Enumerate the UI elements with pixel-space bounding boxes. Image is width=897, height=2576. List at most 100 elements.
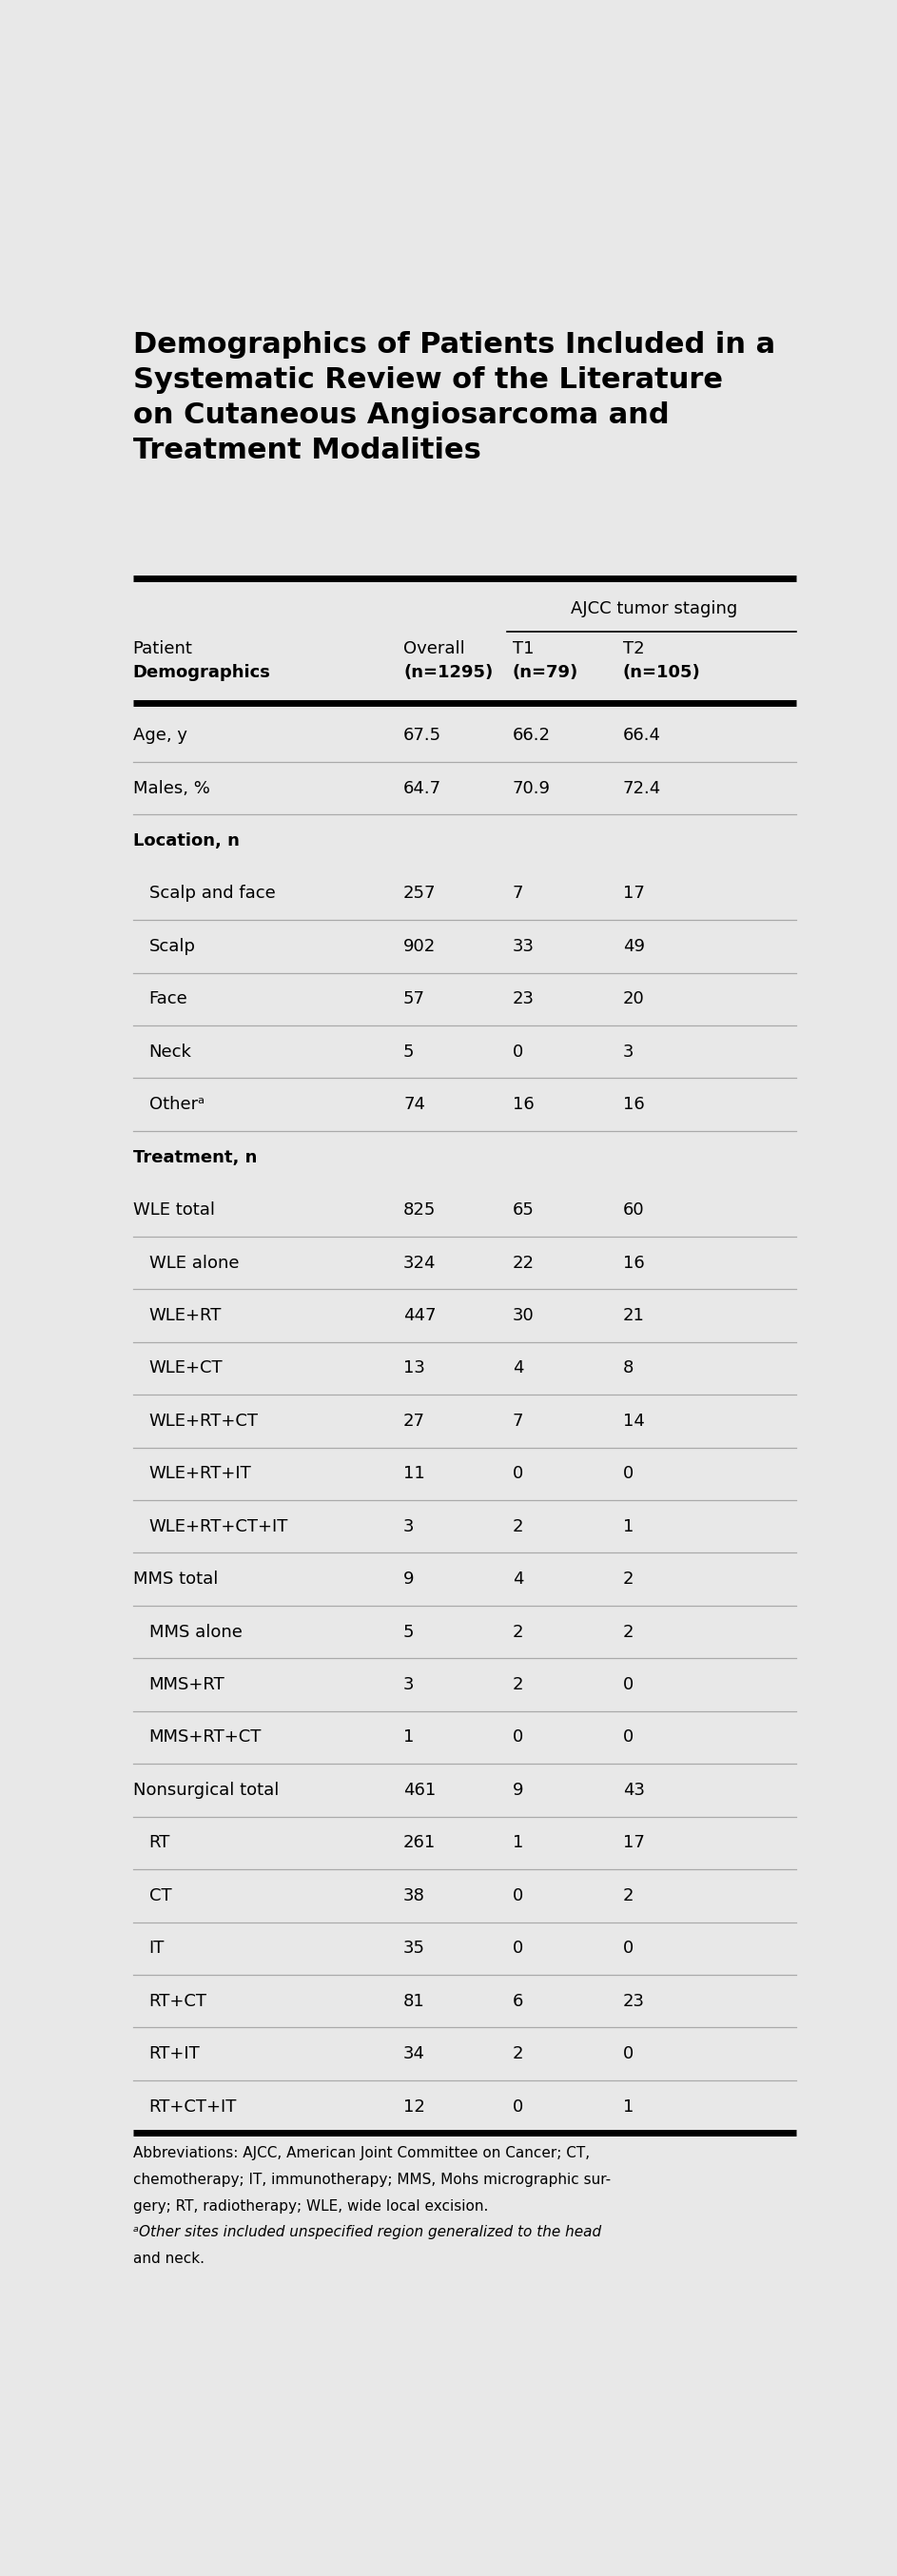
- Text: 0: 0: [512, 2097, 523, 2115]
- Text: 17: 17: [623, 886, 645, 902]
- Text: 0: 0: [512, 1888, 523, 1904]
- Text: 902: 902: [404, 938, 436, 956]
- Text: 1: 1: [404, 1728, 414, 1747]
- Text: 461: 461: [404, 1783, 436, 1798]
- Text: 2: 2: [623, 1571, 634, 1587]
- Text: WLE+RT+CT+IT: WLE+RT+CT+IT: [149, 1517, 288, 1535]
- Text: 16: 16: [623, 1095, 645, 1113]
- Text: 64.7: 64.7: [404, 781, 441, 796]
- Text: WLE total: WLE total: [133, 1200, 214, 1218]
- Text: 17: 17: [623, 1834, 645, 1852]
- Text: 67.5: 67.5: [404, 726, 441, 744]
- Text: 3: 3: [623, 1043, 634, 1061]
- Text: 0: 0: [623, 1466, 633, 1481]
- Text: 261: 261: [404, 1834, 436, 1852]
- Text: 35: 35: [404, 1940, 425, 1958]
- Text: 825: 825: [404, 1200, 436, 1218]
- Text: 2: 2: [512, 2045, 523, 2063]
- Text: AJCC tumor staging: AJCC tumor staging: [571, 600, 737, 618]
- Text: 0: 0: [623, 1940, 633, 1958]
- Text: 324: 324: [404, 1255, 436, 1273]
- Text: 2: 2: [512, 1677, 523, 1692]
- Text: Abbreviations: AJCC, American Joint Committee on Cancer; CT,: Abbreviations: AJCC, American Joint Comm…: [133, 2146, 589, 2161]
- Text: RT+IT: RT+IT: [149, 2045, 200, 2063]
- Text: IT: IT: [149, 1940, 164, 1958]
- Text: 1: 1: [623, 2097, 634, 2115]
- Text: 2: 2: [623, 1623, 634, 1641]
- Text: Scalp and face: Scalp and face: [149, 886, 275, 902]
- Text: CT: CT: [149, 1888, 171, 1904]
- Text: MMS alone: MMS alone: [149, 1623, 242, 1641]
- Text: 43: 43: [623, 1783, 645, 1798]
- Text: 12: 12: [404, 2097, 425, 2115]
- Text: Treatment, n: Treatment, n: [133, 1149, 257, 1167]
- Text: 20: 20: [623, 992, 645, 1007]
- Text: Demographics of Patients Included in a
Systematic Review of the Literature
on Cu: Demographics of Patients Included in a S…: [133, 332, 775, 464]
- Text: Location, n: Location, n: [133, 832, 239, 850]
- Text: Nonsurgical total: Nonsurgical total: [133, 1783, 279, 1798]
- Text: Otherᵃ: Otherᵃ: [149, 1095, 205, 1113]
- Text: 5: 5: [404, 1043, 414, 1061]
- Text: (n=105): (n=105): [623, 665, 701, 680]
- Text: RT+CT+IT: RT+CT+IT: [149, 2097, 237, 2115]
- Text: Face: Face: [149, 992, 187, 1007]
- Text: MMS total: MMS total: [133, 1571, 218, 1587]
- Text: WLE+RT+CT: WLE+RT+CT: [149, 1412, 258, 1430]
- Text: 257: 257: [404, 886, 436, 902]
- Text: 9: 9: [404, 1571, 414, 1587]
- Text: (n=1295): (n=1295): [404, 665, 493, 680]
- Text: and neck.: and neck.: [133, 2251, 205, 2267]
- Text: 23: 23: [623, 1994, 645, 2009]
- Text: 0: 0: [512, 1728, 523, 1747]
- Text: 13: 13: [404, 1360, 425, 1376]
- Text: 5: 5: [404, 1623, 414, 1641]
- Text: 3: 3: [404, 1517, 414, 1535]
- Text: chemotherapy; IT, immunotherapy; MMS, Mohs micrographic sur-: chemotherapy; IT, immunotherapy; MMS, Mo…: [133, 2172, 610, 2187]
- Text: 1: 1: [623, 1517, 634, 1535]
- Text: 16: 16: [512, 1095, 534, 1113]
- Text: 0: 0: [623, 1728, 633, 1747]
- Text: 0: 0: [512, 1043, 523, 1061]
- Text: WLE+RT: WLE+RT: [149, 1306, 222, 1324]
- Text: WLE+CT: WLE+CT: [149, 1360, 222, 1376]
- Text: gery; RT, radiotherapy; WLE, wide local excision.: gery; RT, radiotherapy; WLE, wide local …: [133, 2200, 488, 2213]
- Text: 11: 11: [404, 1466, 425, 1481]
- Text: 0: 0: [512, 1466, 523, 1481]
- Text: 0: 0: [623, 1677, 633, 1692]
- Text: 60: 60: [623, 1200, 645, 1218]
- Text: T1: T1: [512, 641, 534, 657]
- Text: 4: 4: [512, 1360, 523, 1376]
- Text: 2: 2: [623, 1888, 634, 1904]
- Text: 9: 9: [512, 1783, 523, 1798]
- Text: Males, %: Males, %: [133, 781, 210, 796]
- Text: 1: 1: [512, 1834, 523, 1852]
- Text: WLE alone: WLE alone: [149, 1255, 239, 1273]
- Text: 0: 0: [623, 2045, 633, 2063]
- Text: Patient: Patient: [133, 641, 193, 657]
- Text: 72.4: 72.4: [623, 781, 661, 796]
- Text: (n=79): (n=79): [512, 665, 579, 680]
- Text: 34: 34: [404, 2045, 425, 2063]
- Text: Overall: Overall: [404, 641, 465, 657]
- Text: 74: 74: [404, 1095, 425, 1113]
- Text: 70.9: 70.9: [512, 781, 551, 796]
- Text: 22: 22: [512, 1255, 535, 1273]
- Text: 0: 0: [512, 1940, 523, 1958]
- Text: 49: 49: [623, 938, 645, 956]
- Text: 21: 21: [623, 1306, 645, 1324]
- Text: 16: 16: [623, 1255, 645, 1273]
- Text: 38: 38: [404, 1888, 425, 1904]
- Text: 57: 57: [404, 992, 425, 1007]
- Text: ᵃOther sites included unspecified region generalized to the head: ᵃOther sites included unspecified region…: [133, 2226, 601, 2239]
- Text: 66.4: 66.4: [623, 726, 661, 744]
- Text: Demographics: Demographics: [133, 665, 271, 680]
- Text: 33: 33: [512, 938, 535, 956]
- Text: Scalp: Scalp: [149, 938, 196, 956]
- Text: 7: 7: [512, 1412, 523, 1430]
- Text: 447: 447: [404, 1306, 436, 1324]
- Text: 3: 3: [404, 1677, 414, 1692]
- Text: 8: 8: [623, 1360, 634, 1376]
- Text: 65: 65: [512, 1200, 535, 1218]
- Text: MMS+RT+CT: MMS+RT+CT: [149, 1728, 262, 1747]
- Text: 6: 6: [512, 1994, 523, 2009]
